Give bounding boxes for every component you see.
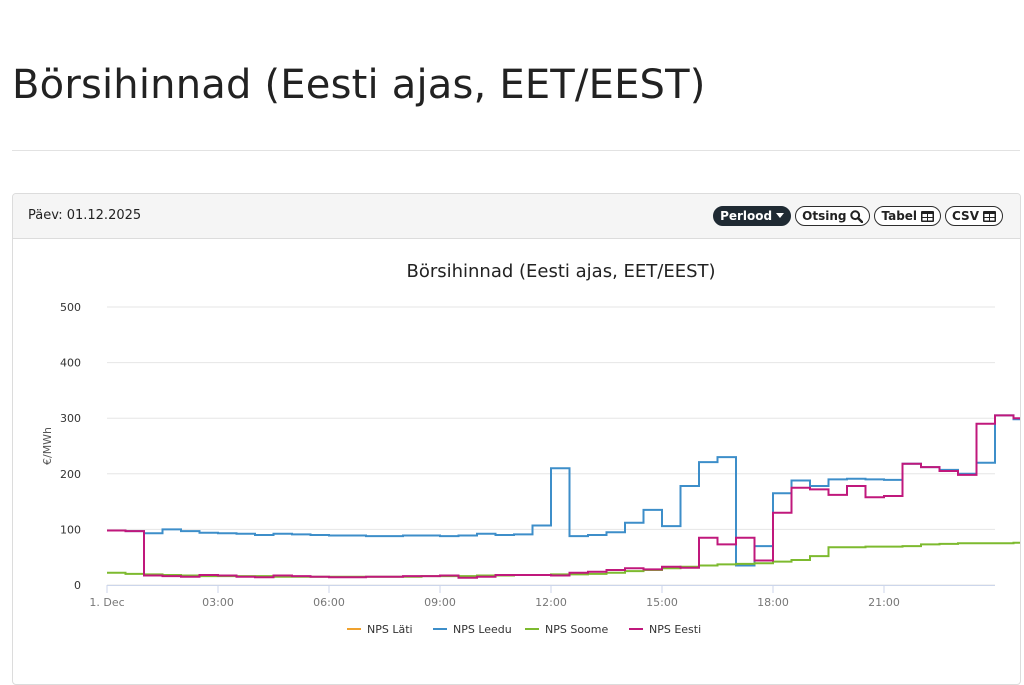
table-button[interactable]: Tabel xyxy=(874,206,942,226)
search-button[interactable]: Otsing xyxy=(795,206,871,226)
chart-toolbar: Perlood Otsing Tabel CSV xyxy=(713,206,1003,226)
csv-button[interactable]: CSV xyxy=(945,206,1003,226)
csv-button-label: CSV xyxy=(952,209,979,223)
legend-label: NPS Eesti xyxy=(649,623,701,636)
date-label: Päev: 01.12.2025 xyxy=(28,208,142,223)
period-button-label: Perlood xyxy=(720,209,773,223)
table-button-label: Tabel xyxy=(881,209,918,223)
series-line-nps-eesti xyxy=(107,414,1020,579)
panel-header: Päev: 01.12.2025 Perlood Otsing Tabel CS… xyxy=(13,194,1020,239)
chart-panel: Päev: 01.12.2025 Perlood Otsing Tabel CS… xyxy=(12,193,1021,685)
legend-label: NPS Leedu xyxy=(453,623,512,636)
series-line-nps-leedu xyxy=(107,414,1020,567)
series-line-nps-soome xyxy=(107,541,1020,578)
x-tick-label: 03:00 xyxy=(202,596,234,609)
y-tick-label: 400 xyxy=(60,357,81,370)
x-tick-label: 12:00 xyxy=(535,596,567,609)
y-tick-label: 100 xyxy=(60,523,81,536)
chart-title: Börsihinnad (Eesti ajas, EET/EEST) xyxy=(406,261,715,282)
y-tick-label: 500 xyxy=(60,301,81,314)
table-icon xyxy=(983,210,996,222)
legend-label: NPS Läti xyxy=(367,623,413,636)
search-icon xyxy=(850,209,864,223)
search-button-label: Otsing xyxy=(802,209,847,223)
x-tick-label: 1. Dec xyxy=(89,596,124,609)
legend-label: NPS Soome xyxy=(545,623,608,636)
y-tick-label: 0 xyxy=(74,579,81,592)
table-icon xyxy=(921,210,935,222)
y-tick-label: 300 xyxy=(60,412,81,425)
x-tick-label: 06:00 xyxy=(313,596,345,609)
title-divider xyxy=(12,150,1020,151)
y-axis-label: €/MWh xyxy=(41,427,54,465)
x-tick-label: 15:00 xyxy=(646,596,678,609)
period-dropdown-button[interactable]: Perlood xyxy=(713,206,792,226)
caret-down-icon xyxy=(776,213,785,218)
x-tick-label: 18:00 xyxy=(757,596,789,609)
price-chart: Börsihinnad (Eesti ajas, EET/EEST) 0 100 20… xyxy=(41,261,1020,636)
x-tick-label: 21:00 xyxy=(868,596,900,609)
x-tick-label: 09:00 xyxy=(424,596,456,609)
y-tick-label: 200 xyxy=(60,468,81,481)
page-title: Börsihinnad (Eesti ajas, EET/EEST) xyxy=(12,62,706,108)
